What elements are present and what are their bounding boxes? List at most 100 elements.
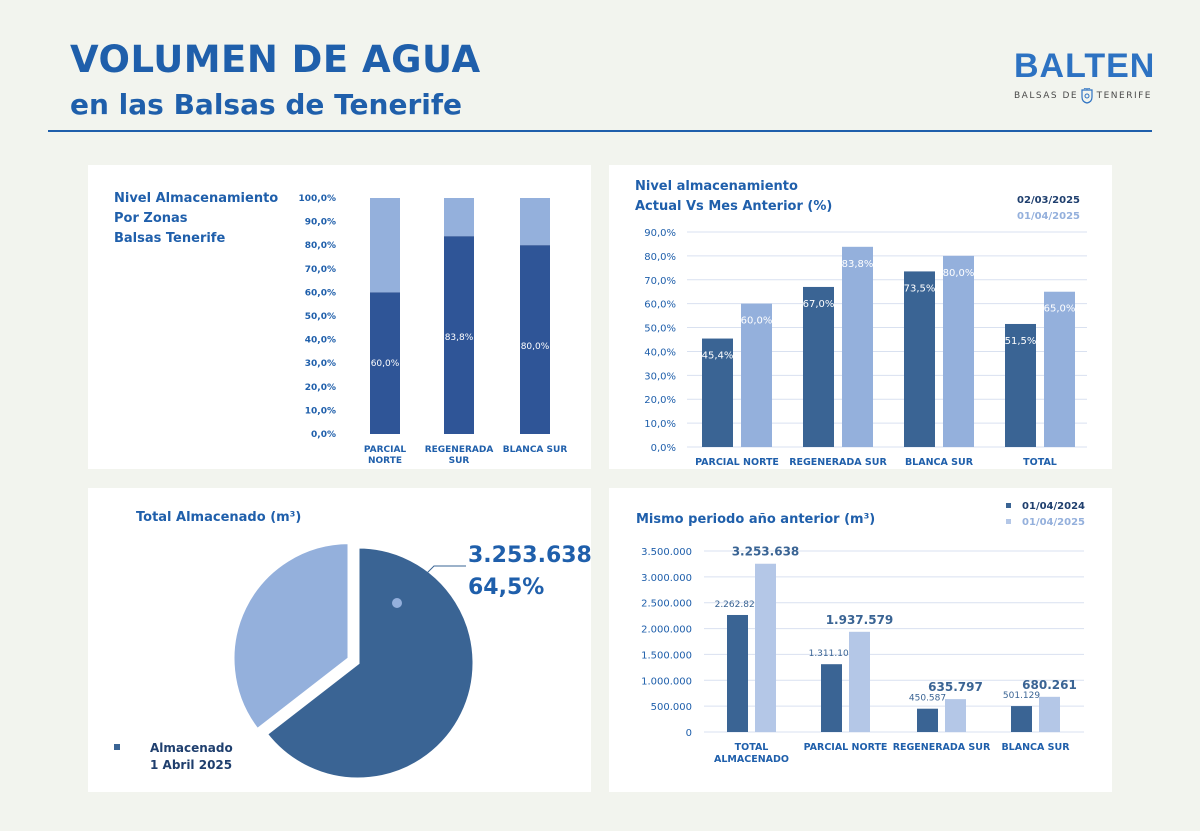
bar-data-label: 80,0% xyxy=(521,342,550,352)
y-tick-label: 100,0% xyxy=(299,194,337,204)
x-tick-label: BLANCA SUR xyxy=(1001,742,1070,753)
bar-data-label: 73,5% xyxy=(904,283,936,294)
bar-data-label: 80,0% xyxy=(943,268,975,279)
bar-data-label: 1.311.105 xyxy=(809,649,855,659)
compare-chart-title-line-1: Nivel almacenamiento xyxy=(635,179,798,194)
pie-chart-plot: 3.253.638 64,5% Almacenado 1 Abril 2025 xyxy=(114,541,591,781)
bar-current xyxy=(943,255,974,447)
legend-2024-label: 01/04/2024 xyxy=(1022,501,1085,512)
zones-chart-title-line-1: Nivel Almacenamiento xyxy=(114,191,279,206)
legend-current-label: 01/04/2025 xyxy=(1017,211,1080,222)
legend-swatch-2024 xyxy=(1006,503,1011,508)
bar-data-label: 450.587 xyxy=(909,694,946,704)
pie-chart-panel: Total Almacenado (m³) 3.253.638 64,5% Alma… xyxy=(88,488,591,792)
bar-data-label: 60,0% xyxy=(371,359,400,369)
x-tick-label: BLANCA SUR xyxy=(503,445,568,455)
y-tick-label: 70,0% xyxy=(644,276,676,287)
y-tick-label: 2.000.000 xyxy=(641,625,692,636)
y-tick-label: 80,0% xyxy=(305,241,336,251)
y-tick-label: 3.000.000 xyxy=(641,573,692,584)
bar-stored xyxy=(444,236,474,434)
y-tick-label: 0,0% xyxy=(651,443,676,454)
bar-2024 xyxy=(727,614,748,732)
bar-data-label: 2.262.822 xyxy=(715,600,761,610)
logo-tagline: BALSAS DE TENERIFE xyxy=(1014,88,1152,104)
bar-previous xyxy=(1005,323,1036,447)
y-tick-label: 60,0% xyxy=(644,300,676,311)
tenerife-seal-icon xyxy=(1081,88,1093,104)
x-tick-label: SUR xyxy=(449,456,470,466)
bar-2025 xyxy=(849,631,870,732)
pie-slice-stored xyxy=(264,545,476,781)
y-tick-label: 80,0% xyxy=(644,252,676,263)
bar-stored xyxy=(370,292,400,434)
legend-label-line-2: 1 Abril 2025 xyxy=(150,758,232,772)
callout-value: 3.253.638 xyxy=(468,543,591,568)
compare-chart-title-line-2: Actual Vs Mes Anterior (%) xyxy=(635,199,833,214)
x-tick-label: NORTE xyxy=(368,456,402,466)
bar-previous xyxy=(803,286,834,447)
bar-current xyxy=(741,303,772,447)
x-tick-label: PARCIAL xyxy=(364,445,407,455)
y-tick-label: 70,0% xyxy=(305,265,336,275)
bar-remaining xyxy=(444,198,474,237)
zones-chart-title: Nivel Almacenamiento Por Zonas Balsas Te… xyxy=(114,189,278,249)
logo-tagline-right: TENERIFE xyxy=(1096,91,1152,101)
header-divider xyxy=(48,130,1152,132)
bar-2024 xyxy=(821,664,842,732)
y-tick-label: 10,0% xyxy=(644,419,676,430)
bar-previous xyxy=(702,338,733,447)
logo-wordmark: BALTEN xyxy=(1014,47,1156,85)
legend-label-line-1: Almacenado xyxy=(150,741,233,755)
y-tick-label: 30,0% xyxy=(305,359,336,369)
y-tick-label: 50,0% xyxy=(644,324,676,335)
bar-data-label: 83,8% xyxy=(842,259,874,270)
legend-2025-label: 01/04/2025 xyxy=(1022,517,1085,528)
callout-leader-line xyxy=(396,565,466,604)
y-tick-label: 60,0% xyxy=(305,288,336,298)
y-tick-label: 0,0% xyxy=(311,430,336,440)
bar-previous xyxy=(904,271,935,447)
bar-data-label: 60,0% xyxy=(741,316,773,327)
yoy-chart-plot: 0 500.000 1.000.000 1.500.000 2.000.000 2.500… xyxy=(641,501,1085,765)
pie-slice-remaining xyxy=(231,541,351,732)
x-tick-label: REGENERADA xyxy=(425,445,494,455)
pie-chart-title: Total Almacenado (m³) xyxy=(136,510,302,525)
x-tick-label: BLANCA SUR xyxy=(905,457,974,468)
y-tick-label: 0 xyxy=(686,728,692,739)
callout-marker xyxy=(392,598,402,608)
callout-percent: 64,5% xyxy=(468,575,544,600)
zones-chart-title-line-2: Por Zonas xyxy=(114,211,188,226)
y-tick-label: 20,0% xyxy=(644,395,676,406)
y-tick-label: 90,0% xyxy=(305,218,336,228)
y-tick-label: 30,0% xyxy=(644,371,676,382)
y-tick-label: 90,0% xyxy=(644,228,676,239)
bar-2024 xyxy=(1011,706,1032,732)
y-tick-label: 1.000.000 xyxy=(641,676,692,687)
x-tick-label: ALMACENADO xyxy=(714,754,789,765)
compare-chart-title: Nivel almacenamiento Actual Vs Mes Anter… xyxy=(635,177,832,217)
y-tick-label: 10,0% xyxy=(305,406,336,416)
y-tick-label: 50,0% xyxy=(305,312,336,322)
y-tick-label: 3.500.000 xyxy=(641,547,692,558)
compare-chart-plot: 0,0% 10,0% 20,0% 30,0% 40,0% 50,0% 60,0% 70,0% 8… xyxy=(644,195,1087,468)
zones-chart-panel: Nivel Almacenamiento Por Zonas Balsas Te… xyxy=(88,165,591,469)
x-tick-label: PARCIAL NORTE xyxy=(695,457,779,468)
legend-previous-label: 02/03/2025 xyxy=(1017,195,1080,206)
yoy-chart-panel: Mismo periodo año anterior (m³) 0 500.000… xyxy=(609,488,1112,792)
bar-data-label: 635.797 xyxy=(928,680,983,694)
bar-current xyxy=(842,246,873,447)
x-tick-label: REGENERADA SUR xyxy=(789,457,887,468)
bar-remaining xyxy=(520,198,550,246)
balten-logo: BALTEN BALSAS DE TENERIFE xyxy=(1014,47,1156,104)
bar-data-label: 83,8% xyxy=(445,333,474,343)
bar-data-label: 501.129 xyxy=(1003,691,1040,701)
bar-data-label: 1.937.579 xyxy=(826,613,894,627)
bar-data-label: 680.261 xyxy=(1022,678,1077,692)
bar-data-label: 67,0% xyxy=(803,299,835,310)
y-tick-label: 2.500.000 xyxy=(641,599,692,610)
x-tick-label: TOTAL xyxy=(1023,457,1057,468)
bar-remaining xyxy=(370,198,400,293)
yoy-chart-title: Mismo periodo año anterior (m³) xyxy=(636,512,876,527)
bar-2025 xyxy=(1039,696,1060,732)
